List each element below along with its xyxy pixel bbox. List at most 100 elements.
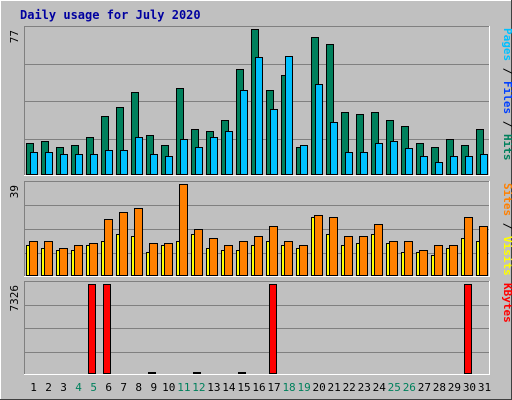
x-tick-label-day-8: 8: [135, 381, 142, 394]
bar-pages-day-3: [60, 154, 68, 175]
bar-sites-day-22: [344, 236, 353, 276]
bar-sites-day-28: [434, 245, 443, 276]
bar-kbytes-day-30: [464, 284, 472, 374]
panel-pfh: 77 Pages / Files / Hits: [8, 26, 512, 176]
bar-pages-day-14: [225, 131, 233, 175]
x-tick-label-day-17: 17: [267, 381, 280, 394]
bar-sites-day-6: [104, 219, 113, 276]
bar-pages-day-22: [345, 152, 353, 175]
bar-kbytes-day-6: [103, 284, 111, 374]
bar-sites-day-29: [449, 245, 458, 276]
legend-entry: Pages: [501, 28, 512, 61]
bar-sites-day-24: [374, 224, 383, 276]
bar-kbytes-day-5: [88, 284, 96, 374]
x-axis-labels: 1 2 3 4 5 6 7 8 9 10 11 12 13 14 15 16 17 18 19 20 21 22 23 24 2…: [30, 381, 491, 394]
bar-sites-day-12: [194, 229, 203, 276]
x-tick-label-day-7: 7: [120, 381, 127, 394]
bar-pages-day-31: [480, 154, 488, 175]
bar-sites-day-7: [119, 212, 128, 276]
bar-pages-day-1: [30, 152, 38, 175]
panel-kb: 7326 KBytes: [8, 281, 512, 375]
bar-sites-day-23: [359, 236, 368, 276]
legend-entry: Visits: [501, 236, 512, 276]
x-tick-label-day-13: 13: [207, 381, 220, 394]
bar-pages-day-21: [330, 122, 338, 175]
bar-sites-day-20: [314, 215, 323, 276]
bar-sites-day-14: [224, 245, 233, 276]
x-tick-label-day-4: 4: [75, 381, 82, 394]
x-tick-label-day-19: 19: [297, 381, 310, 394]
x-tick-label-day-14: 14: [222, 381, 236, 394]
legend-entry: Hits: [501, 134, 512, 161]
bar-sites-day-25: [389, 241, 398, 276]
bar-sites-day-13: [209, 238, 218, 276]
legend-entry: KBytes: [501, 283, 512, 323]
bar-pages-day-10: [165, 156, 173, 175]
x-tick-label-day-9: 9: [150, 381, 157, 394]
x-tick-label-day-30: 30: [463, 381, 476, 394]
bar-kbytes-day-12: [193, 372, 201, 374]
x-tick-label-day-29: 29: [448, 381, 461, 394]
bar-pages-day-18: [285, 56, 293, 175]
chart-title: Daily usage for July 2020: [20, 8, 201, 22]
bar-sites-day-1: [29, 241, 38, 276]
x-tick-label-day-22: 22: [343, 381, 356, 394]
x-tick-label-day-6: 6: [105, 381, 112, 394]
bar-sites-day-16: [254, 236, 263, 276]
bar-pages-day-15: [240, 90, 248, 175]
legend-vs: Sites / Visits: [501, 183, 512, 276]
bar-pages-day-24: [375, 143, 383, 175]
bar-sites-day-9: [149, 243, 158, 276]
legend-kb: KBytes: [501, 283, 512, 323]
y-tick-label-vs: 39: [8, 185, 21, 198]
bar-pages-day-23: [360, 152, 368, 175]
bar-pages-day-4: [75, 154, 83, 175]
bar-sites-day-26: [404, 241, 413, 276]
legend-entry: /: [501, 216, 512, 236]
legend-entry: Sites: [501, 183, 512, 216]
legend-pfh: Pages / Files / Hits: [501, 28, 512, 161]
legend-entry: /: [501, 114, 512, 134]
x-tick-label-day-21: 21: [328, 381, 341, 394]
bar-pages-day-27: [420, 156, 428, 175]
bar-sites-day-8: [134, 208, 143, 276]
bar-pages-day-25: [390, 141, 398, 175]
bar-pages-day-19: [300, 145, 308, 175]
x-tick-label-day-24: 24: [373, 381, 387, 394]
bar-sites-day-2: [44, 241, 53, 276]
x-tick-label-day-27: 27: [418, 381, 431, 394]
bar-kbytes-day-15: [238, 372, 246, 374]
bar-pages-day-20: [315, 84, 323, 175]
y-tick-label-pfh: 77: [8, 30, 21, 43]
bar-pages-day-13: [210, 137, 218, 175]
bar-sites-day-31: [479, 226, 488, 276]
x-tick-label-day-26: 26: [403, 381, 416, 394]
bar-pages-day-29: [450, 156, 458, 175]
bar-sites-day-10: [164, 243, 173, 276]
bar-pages-day-9: [150, 154, 158, 175]
x-tick-label-day-31: 31: [478, 381, 491, 394]
bar-sites-day-4: [74, 245, 83, 276]
legend-entry: /: [501, 61, 512, 81]
x-tick-label-day-23: 23: [358, 381, 371, 394]
x-tick-label-day-11: 11: [177, 381, 190, 394]
bar-pages-day-5: [90, 154, 98, 175]
x-tick-label-day-16: 16: [252, 381, 265, 394]
bar-pages-day-17: [270, 109, 278, 175]
x-tick-label-day-20: 20: [313, 381, 326, 394]
bar-pages-day-28: [435, 162, 443, 175]
bar-pages-day-2: [45, 152, 53, 175]
x-tick-label-day-2: 2: [45, 381, 52, 394]
bar-kbytes-day-9: [148, 372, 156, 374]
legend-entry: Files: [501, 81, 512, 114]
bar-pages-day-6: [105, 150, 113, 175]
bar-sites-day-15: [239, 241, 248, 276]
bar-kbytes-day-17: [269, 284, 277, 374]
x-tick-label-day-3: 3: [60, 381, 67, 394]
bar-sites-day-18: [284, 241, 293, 276]
x-tick-label-day-18: 18: [282, 381, 295, 394]
x-tick-label-day-28: 28: [433, 381, 446, 394]
x-tick-label-day-1: 1: [30, 381, 37, 394]
